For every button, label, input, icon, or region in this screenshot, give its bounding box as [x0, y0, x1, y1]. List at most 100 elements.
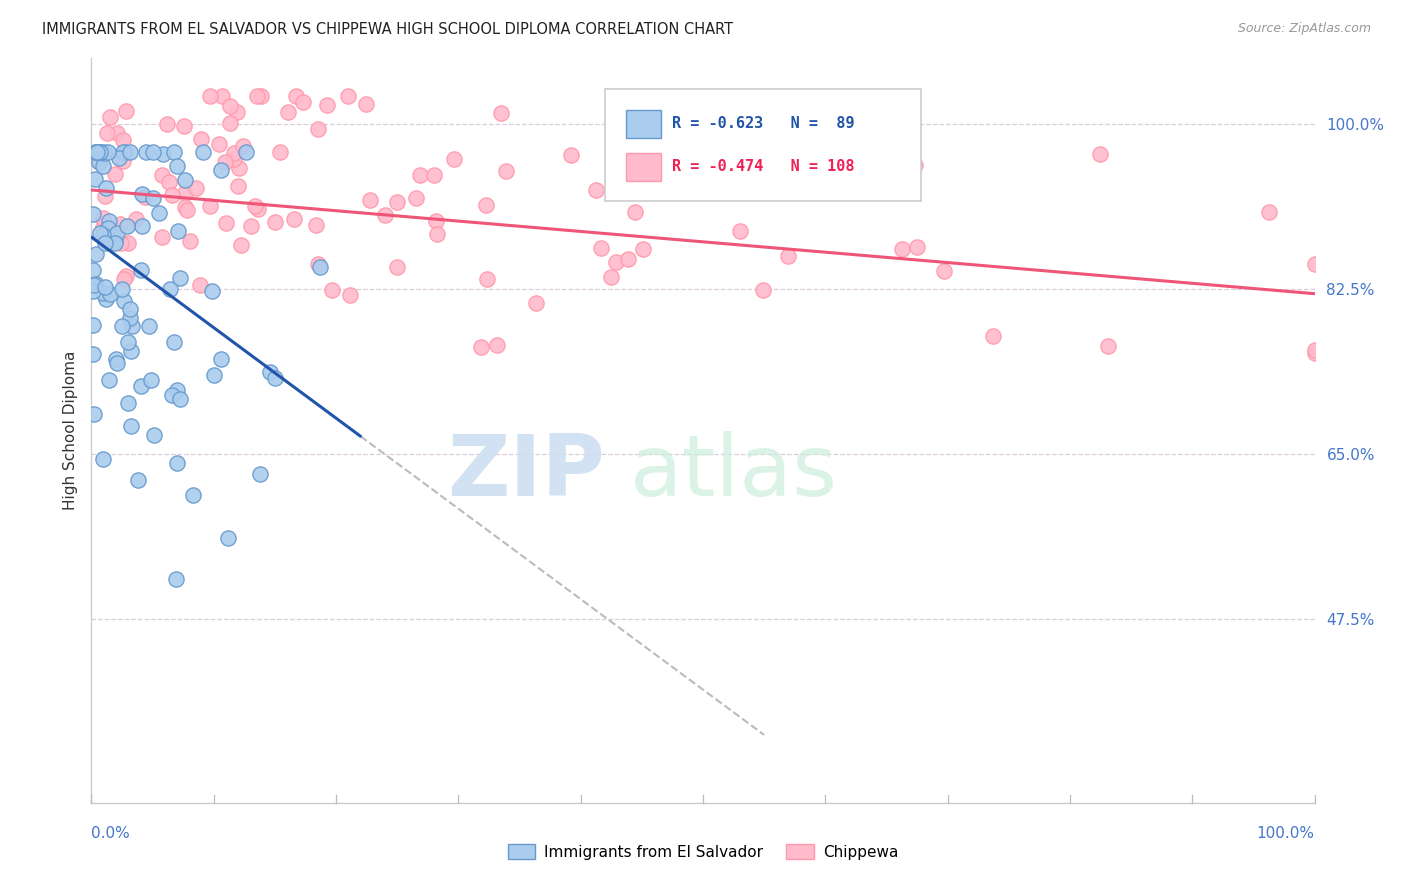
Point — [240, 219, 263, 233]
Point — [166, 224, 188, 238]
Point — [91, 451, 114, 466]
Point — [162, 145, 184, 160]
Point — [1303, 346, 1326, 360]
Point — [82, 347, 104, 361]
Point — [93, 146, 115, 161]
Point — [173, 173, 195, 187]
Point — [112, 153, 135, 168]
Point — [165, 572, 187, 586]
Point — [142, 145, 165, 160]
Point — [474, 197, 496, 211]
Legend: Immigrants from El Salvador, Chippewa: Immigrants from El Salvador, Chippewa — [502, 838, 904, 866]
Point — [264, 215, 287, 229]
Point — [246, 88, 269, 103]
Point — [232, 139, 254, 153]
Point — [354, 97, 377, 112]
Point — [524, 296, 547, 310]
Point — [166, 384, 188, 398]
Point — [676, 153, 699, 167]
Point — [228, 161, 250, 175]
Point — [134, 190, 156, 204]
Point — [209, 352, 232, 367]
Point — [491, 106, 513, 120]
Point — [160, 188, 183, 202]
Point — [91, 220, 114, 235]
Point — [156, 117, 179, 131]
Point — [131, 378, 153, 392]
Point — [138, 318, 160, 333]
Point — [135, 145, 157, 160]
Point — [105, 226, 128, 240]
Point — [235, 145, 257, 160]
Point — [198, 88, 221, 103]
Point — [103, 233, 125, 247]
Point — [91, 211, 114, 226]
Point — [97, 145, 120, 160]
Point — [425, 214, 447, 228]
Point — [89, 226, 111, 240]
Text: R = -0.623   N =  89: R = -0.623 N = 89 — [672, 117, 855, 131]
Point — [443, 152, 465, 166]
Point — [89, 145, 111, 160]
Point — [198, 199, 221, 213]
Point — [1257, 205, 1279, 219]
Point — [214, 155, 236, 169]
Point — [173, 119, 195, 133]
Point — [209, 162, 232, 177]
Point — [631, 242, 654, 256]
Point — [94, 181, 117, 195]
Point — [97, 221, 120, 235]
Point — [111, 133, 134, 147]
Point — [117, 335, 139, 350]
Point — [84, 277, 107, 291]
Point — [159, 175, 181, 189]
Point — [91, 159, 114, 173]
Point — [617, 252, 640, 267]
Point — [141, 373, 163, 387]
Point — [259, 365, 281, 379]
Point — [193, 145, 215, 160]
Point — [83, 278, 105, 293]
Point — [91, 286, 114, 301]
Point — [336, 88, 359, 103]
Text: 100.0%: 100.0% — [1257, 826, 1315, 841]
Point — [131, 186, 153, 201]
Point — [87, 155, 110, 169]
Point — [932, 263, 955, 277]
Point — [82, 207, 104, 221]
Point — [243, 199, 266, 213]
Point — [495, 164, 517, 178]
Point — [226, 179, 249, 194]
Point — [166, 456, 188, 470]
Point — [211, 88, 233, 103]
Point — [387, 195, 409, 210]
Point — [129, 262, 152, 277]
Point — [173, 200, 195, 214]
Point — [309, 260, 332, 274]
Point — [600, 269, 623, 284]
Point — [108, 218, 131, 232]
Point — [610, 136, 633, 151]
Point — [308, 121, 330, 136]
Point — [184, 180, 207, 194]
Point — [217, 531, 239, 545]
Point — [127, 473, 149, 487]
Point — [283, 211, 305, 226]
Point — [87, 153, 110, 168]
Point — [470, 340, 492, 354]
Point — [219, 99, 242, 113]
Point — [120, 343, 142, 358]
Text: atlas: atlas — [630, 432, 838, 515]
Point — [110, 235, 132, 250]
Point — [120, 302, 142, 317]
Text: 0.0%: 0.0% — [91, 826, 131, 841]
Point — [623, 205, 645, 219]
Point — [84, 145, 107, 160]
Point — [321, 283, 343, 297]
Point — [202, 368, 225, 382]
Point — [103, 235, 125, 250]
Point — [150, 229, 173, 244]
Point — [118, 310, 141, 325]
Point — [125, 211, 148, 226]
Point — [477, 271, 499, 285]
